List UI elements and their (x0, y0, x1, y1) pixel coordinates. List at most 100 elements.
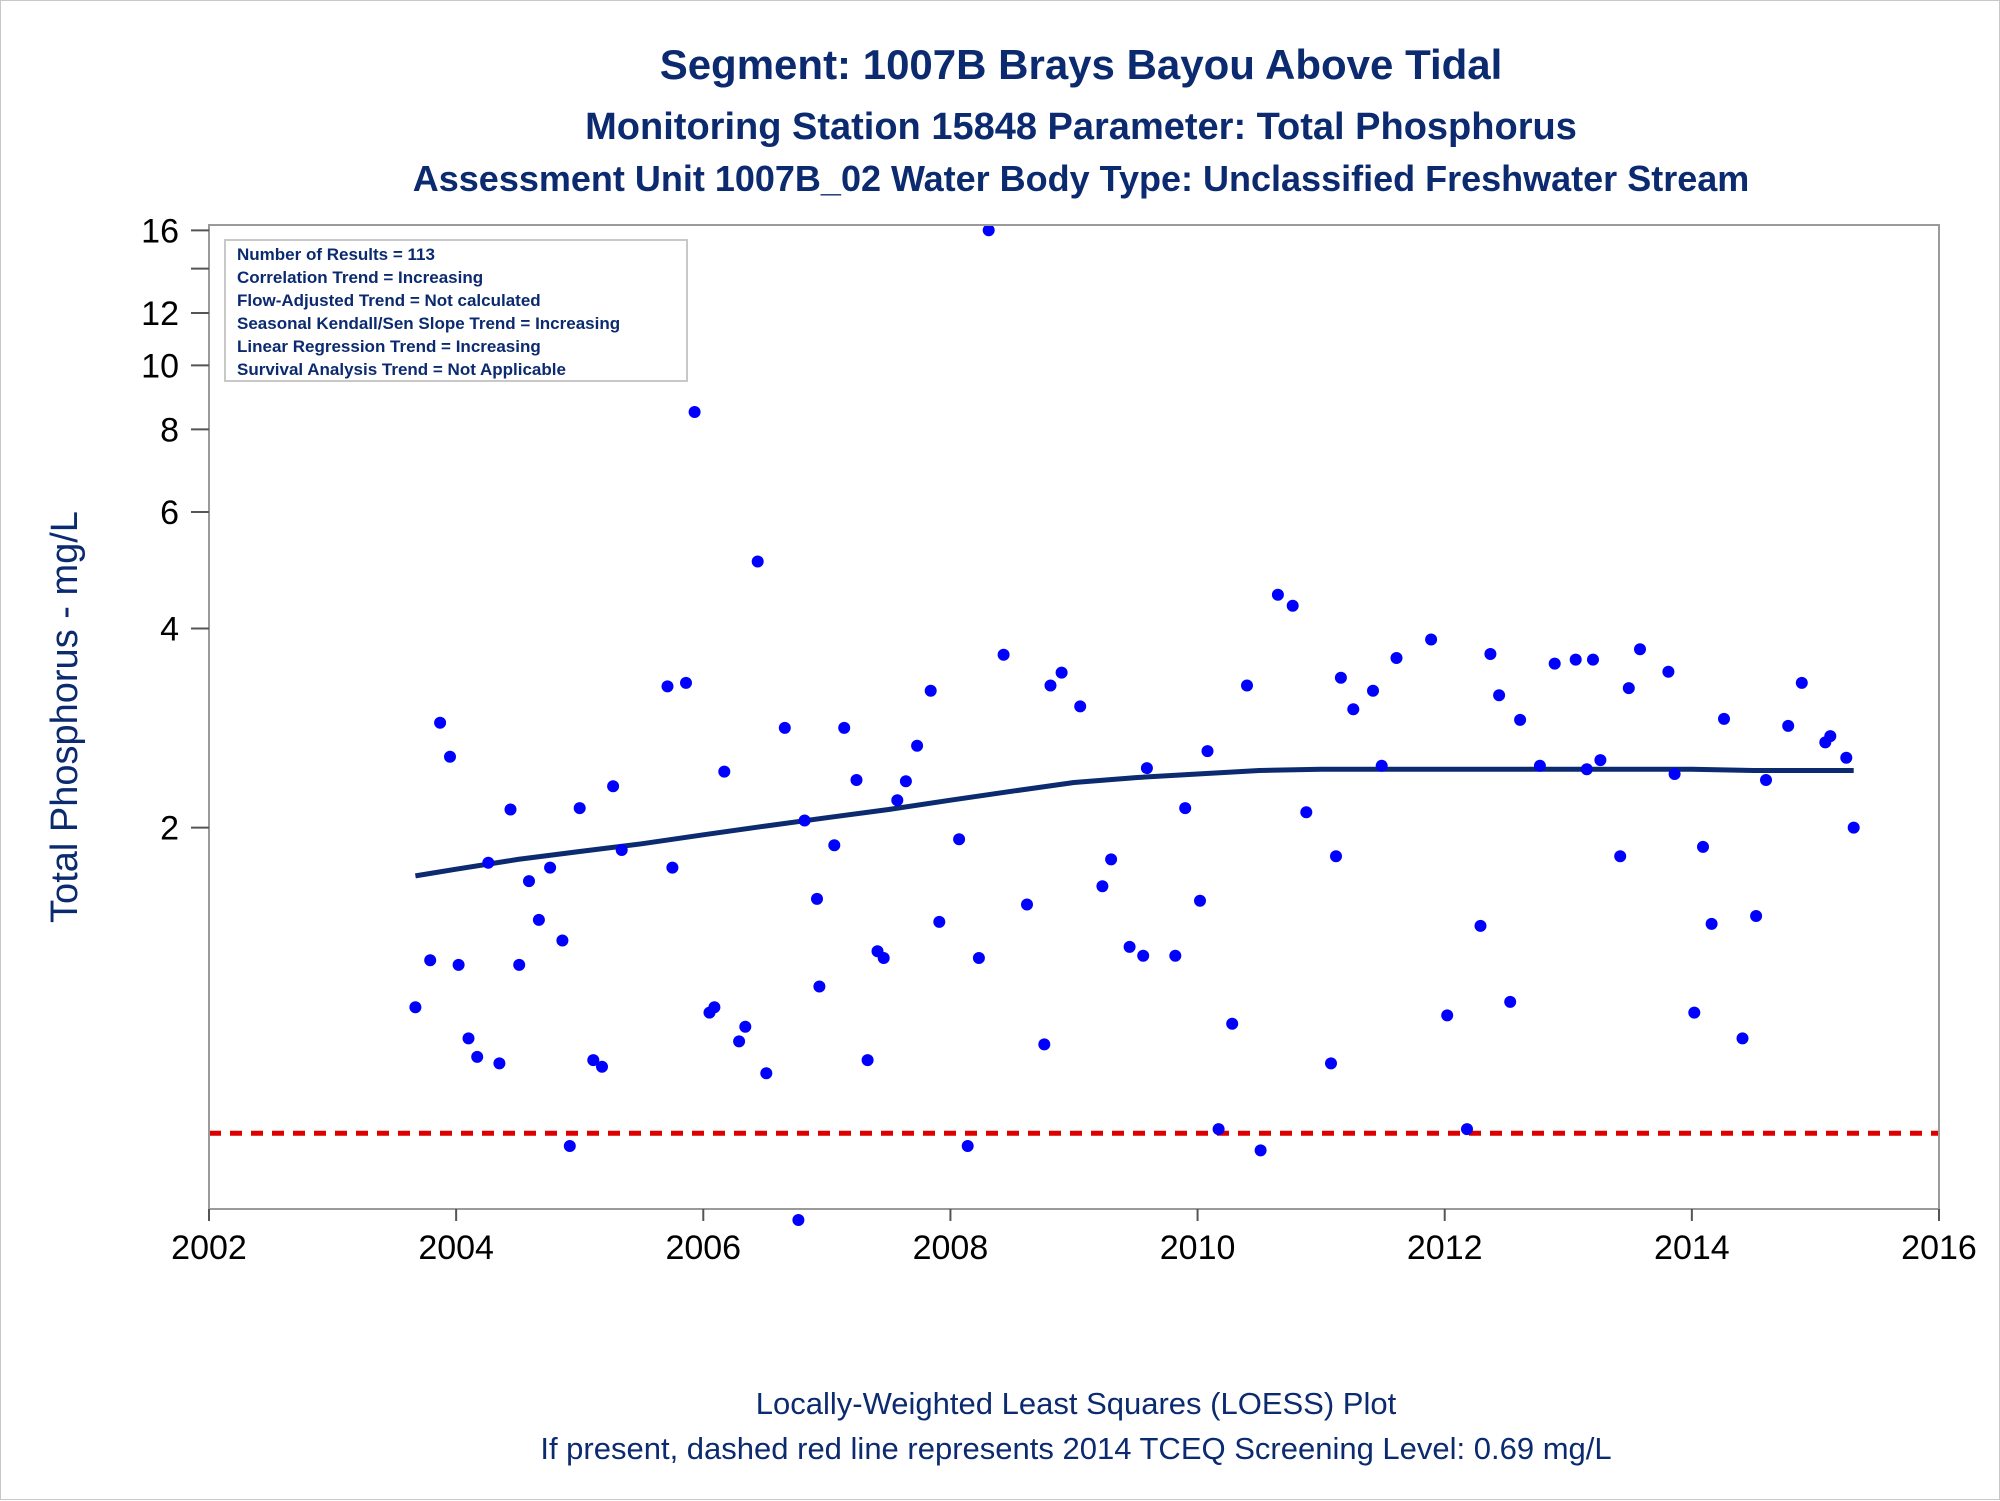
data-point (953, 833, 966, 846)
data-point (1847, 821, 1860, 834)
data-point (1441, 1009, 1454, 1022)
data-point (607, 780, 620, 793)
data-point (1367, 684, 1379, 697)
stats-linear-regression-trend: Linear Regression Trend = Increasing (237, 337, 541, 356)
data-point (1325, 1057, 1337, 1070)
data-point (424, 954, 437, 967)
data-point (1105, 853, 1118, 866)
data-point (1614, 850, 1627, 863)
plot-area (209, 224, 1939, 1226)
stats-box-frame (224, 239, 688, 382)
data-point (828, 839, 841, 852)
y-tick-label: 8 (160, 411, 179, 449)
data-point (1580, 763, 1593, 776)
data-point (751, 555, 764, 568)
loess-line (414, 766, 1854, 879)
data-point (1634, 643, 1646, 656)
data-point (661, 680, 674, 693)
data-point (733, 1035, 746, 1048)
data-point (1347, 703, 1360, 716)
data-point (997, 648, 1010, 661)
data-point (1096, 880, 1109, 893)
y-tick-label: 6 (160, 494, 179, 532)
data-point (1697, 840, 1709, 853)
data-point (1137, 949, 1150, 962)
data-point (1840, 751, 1853, 764)
data-point (891, 794, 904, 807)
data-point (739, 1020, 752, 1033)
data-point (1824, 730, 1837, 743)
y-tick-label: 4 (160, 610, 179, 648)
data-point (718, 765, 731, 778)
data-point (961, 1140, 974, 1152)
data-point (587, 1054, 600, 1067)
data-point (434, 716, 447, 729)
x-tick-label: 2008 (913, 1229, 989, 1267)
stats-flow-adjusted-trend: Flow-Adjusted Trend = Not calculated (237, 291, 541, 310)
x-tick-label: 2010 (1160, 1229, 1236, 1267)
data-point (688, 406, 701, 418)
chart-title: Segment: 1007B Brays Bayou Above Tidal (660, 41, 1503, 88)
y-tick-label: 2 (160, 810, 179, 848)
data-point (452, 958, 465, 971)
data-point (680, 676, 692, 689)
x-tick-label: 2006 (665, 1229, 741, 1267)
data-point (1074, 700, 1087, 713)
data-point (1736, 1032, 1749, 1045)
y-tick-label: 12 (141, 295, 179, 333)
data-point (1390, 652, 1403, 664)
x-tick-label: 2014 (1654, 1229, 1730, 1267)
data-point (1760, 774, 1772, 786)
data-point (924, 684, 937, 697)
data-point (1484, 648, 1497, 660)
data-point (1795, 676, 1808, 689)
data-point (1587, 653, 1599, 666)
x-tick-label: 2004 (418, 1229, 494, 1267)
data-point (1533, 759, 1546, 772)
data-point (1021, 898, 1033, 911)
data-point (1461, 1123, 1473, 1136)
stats-survival-analysis-trend: Survival Analysis Trend = Not Applicable (237, 360, 566, 379)
data-point (1474, 919, 1487, 932)
data-point (1140, 762, 1153, 775)
data-point (444, 750, 456, 763)
data-point (1548, 657, 1561, 670)
data-point (972, 952, 985, 964)
data-point (1493, 689, 1506, 702)
data-point (982, 224, 995, 237)
data-point (666, 861, 679, 874)
data-point (1194, 894, 1206, 907)
data-point (861, 1054, 874, 1067)
footnote-loess: Locally-Weighted Least Squares (LOESS) P… (756, 1386, 1397, 1421)
data-point (838, 721, 851, 734)
data-point (1750, 910, 1763, 922)
data-point (708, 1001, 721, 1014)
footnote-screening-level: If present, dashed red line represents 2… (540, 1431, 1611, 1466)
data-point (760, 1067, 773, 1080)
stats-number-of-results: Number of Results = 113 (237, 245, 435, 264)
data-point (1226, 1017, 1239, 1030)
y-tick-label: 16 (141, 212, 179, 250)
x-tick-label: 2002 (171, 1229, 247, 1267)
data-point (778, 721, 791, 734)
x-tick-label: 2016 (1901, 1229, 1977, 1267)
data-point (556, 934, 569, 947)
x-tick-label: 2012 (1407, 1229, 1483, 1267)
data-point (1286, 599, 1299, 612)
data-point (573, 802, 586, 815)
data-point (850, 774, 863, 786)
data-point (1705, 917, 1718, 930)
data-point (1212, 1123, 1225, 1136)
data-point (1300, 806, 1313, 819)
data-point (1668, 768, 1681, 780)
data-point (1169, 949, 1182, 962)
data-point (493, 1057, 506, 1070)
stats-seasonal-kendall-trend: Seasonal Kendall/Sen Slope Trend = Incre… (237, 314, 620, 333)
data-point (1662, 665, 1675, 678)
data-point (811, 892, 823, 905)
data-point (482, 856, 495, 869)
data-point (1044, 679, 1057, 692)
data-point (1123, 940, 1136, 953)
data-point (911, 739, 924, 752)
